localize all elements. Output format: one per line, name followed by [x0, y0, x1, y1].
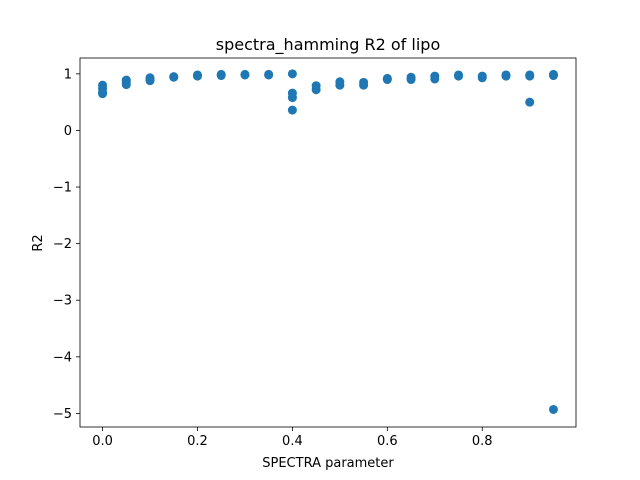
data-point: [525, 97, 535, 107]
data-point: [430, 74, 440, 84]
y-tick-label: −5: [53, 407, 72, 422]
data-point: [121, 80, 131, 90]
chart-title: spectra_hamming R2 of lipo: [216, 35, 440, 55]
data-point: [335, 80, 345, 90]
data-point: [145, 76, 155, 86]
data-point: [406, 75, 416, 85]
y-tick-label: 0: [64, 124, 72, 139]
data-point: [454, 71, 464, 81]
data-point: [287, 105, 297, 115]
y-tick-label: −1: [53, 181, 72, 196]
data-point: [216, 71, 226, 81]
plot-area: 0.0 0.2 0.4 0.6 0.8 1 0 −1 −2 −3 −4 −5: [53, 57, 577, 449]
data-point: [382, 75, 392, 85]
x-tick-label: 0.6: [377, 434, 398, 449]
data-point: [311, 85, 321, 95]
data-point: [287, 69, 297, 79]
x-tick-label: 0.8: [472, 434, 493, 449]
y-axis-label: R2: [31, 234, 46, 251]
x-tick-label: 0.4: [282, 434, 303, 449]
data-point: [548, 404, 558, 414]
x-tick-label: 0.2: [187, 434, 208, 449]
x-tick-label: 0.0: [92, 434, 113, 449]
data-point: [240, 70, 250, 80]
x-axis-label: SPECTRA parameter: [262, 456, 394, 471]
y-tick-label: −4: [53, 350, 72, 365]
data-point: [169, 72, 179, 82]
data-point: [359, 80, 369, 90]
axes-frame: [79, 57, 577, 428]
data-point: [501, 71, 511, 81]
data-point: [477, 73, 487, 83]
y-tick-label: 1: [64, 67, 72, 82]
data-point: [525, 71, 535, 81]
data-point: [264, 70, 274, 80]
data-point: [192, 71, 202, 81]
data-point: [548, 71, 558, 81]
data-point: [287, 93, 297, 103]
y-tick-label: −2: [53, 237, 72, 252]
data-point: [98, 89, 108, 99]
y-tick-label: −3: [53, 294, 72, 309]
